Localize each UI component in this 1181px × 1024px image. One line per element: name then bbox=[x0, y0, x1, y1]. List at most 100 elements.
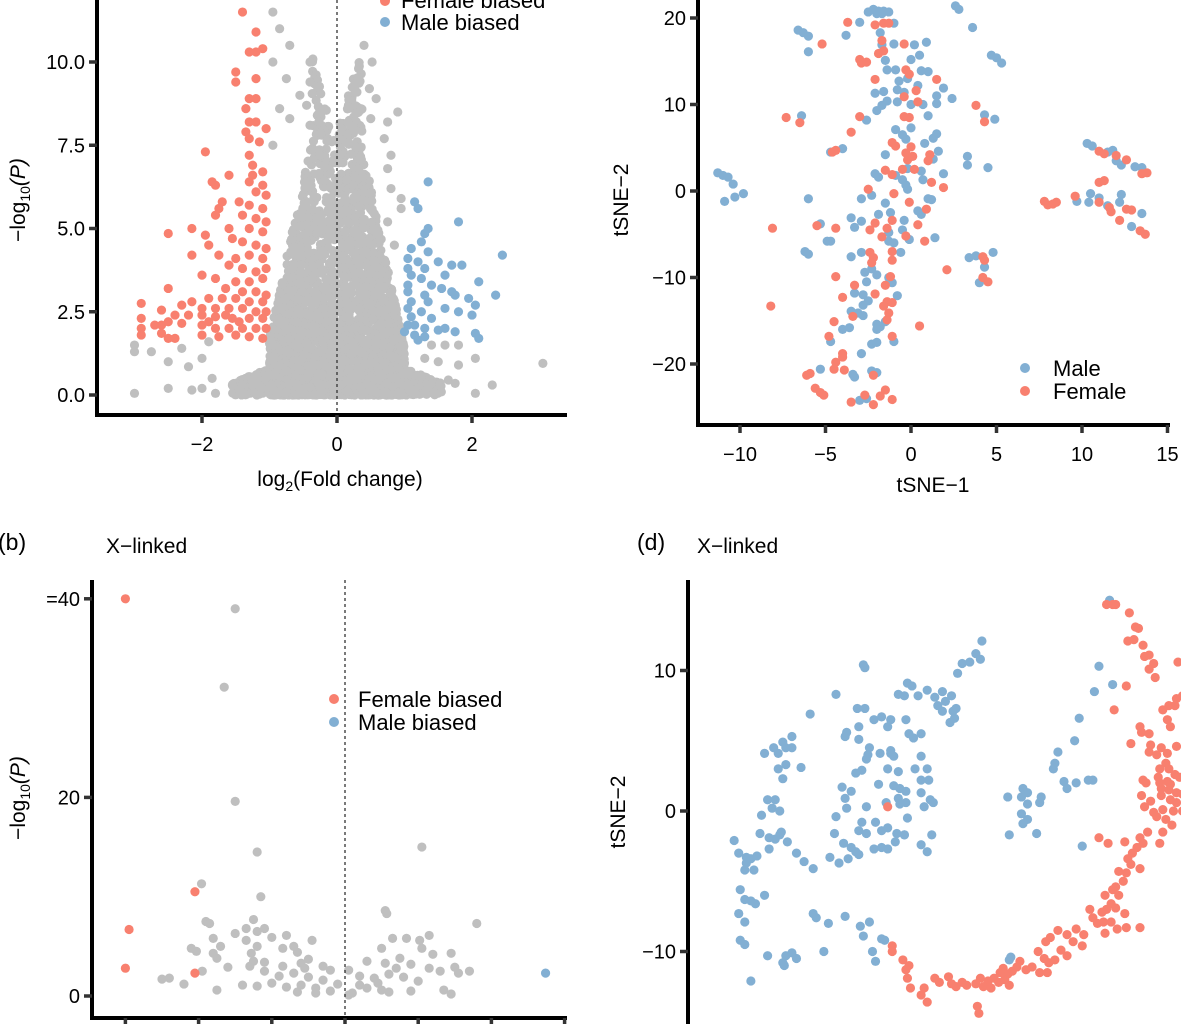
data-point-nonsig bbox=[401, 933, 412, 944]
y-tick-label: 7.5 bbox=[57, 135, 85, 157]
data-point-female bbox=[901, 965, 911, 975]
data-point-female bbox=[884, 308, 894, 318]
panel-a-y-axis-title: −log10(P) bbox=[7, 158, 33, 242]
data-point-female bbox=[241, 104, 251, 114]
data-point-male bbox=[770, 795, 780, 805]
data-point-nonsig bbox=[204, 337, 214, 347]
data-point-female bbox=[251, 240, 261, 250]
data-point-male bbox=[877, 9, 887, 19]
data-point-nonsig bbox=[274, 361, 285, 371]
legend-swatch-male bbox=[380, 17, 390, 27]
data-point-male bbox=[1130, 162, 1140, 172]
data-point-female bbox=[1106, 917, 1116, 927]
data-point-nonsig bbox=[284, 285, 295, 295]
data-point-nonsig bbox=[404, 383, 414, 393]
data-point-male bbox=[869, 844, 879, 854]
data-point-female bbox=[913, 220, 923, 230]
data-point-nonsig bbox=[305, 382, 315, 392]
data-point-nonsig bbox=[439, 985, 449, 995]
data-point-male bbox=[811, 913, 821, 923]
data-point-male bbox=[919, 802, 929, 812]
data-point-nonsig bbox=[314, 108, 324, 119]
data-point-nonsig bbox=[322, 361, 333, 372]
data-point-male bbox=[782, 837, 792, 847]
data-point-female bbox=[767, 223, 778, 233]
data-point-nonsig bbox=[323, 216, 333, 226]
data-point-nonsig bbox=[359, 40, 369, 50]
data-point-male bbox=[971, 251, 981, 261]
data-point-male bbox=[858, 300, 868, 310]
data-point-female bbox=[979, 255, 990, 265]
data-point-male bbox=[957, 658, 967, 669]
data-point-female bbox=[1114, 866, 1124, 877]
data-point-female bbox=[849, 280, 860, 290]
data-point-nonsig bbox=[295, 326, 306, 336]
data-point-nonsig bbox=[281, 387, 291, 398]
y-tick-label: −20 bbox=[652, 354, 686, 376]
data-point-female bbox=[824, 331, 834, 341]
data-point-nonsig bbox=[275, 24, 285, 34]
data-point-nonsig bbox=[470, 353, 480, 363]
data-point-male bbox=[891, 65, 901, 75]
panel-a-x-axis-title: log2(Fold change) bbox=[257, 468, 422, 494]
data-point-male bbox=[889, 751, 899, 761]
data-point-male bbox=[858, 290, 868, 300]
data-point-nonsig bbox=[164, 973, 174, 983]
data-point-male bbox=[873, 172, 884, 182]
data-point-female bbox=[1167, 820, 1177, 830]
data-point-male bbox=[967, 22, 978, 33]
data-point-female bbox=[156, 320, 167, 330]
data-point-female bbox=[258, 273, 268, 284]
data-point-female bbox=[224, 170, 234, 180]
data-point-nonsig bbox=[350, 248, 360, 258]
data-point-male bbox=[735, 885, 745, 895]
data-point-nonsig bbox=[259, 957, 270, 967]
data-point-female bbox=[930, 973, 940, 983]
data-point-male bbox=[837, 782, 847, 792]
data-point-nonsig bbox=[356, 154, 366, 165]
data-point-nonsig bbox=[146, 347, 156, 357]
legend-label-male: Male biased bbox=[401, 10, 520, 35]
data-point-male bbox=[808, 864, 818, 874]
data-point-male bbox=[781, 760, 791, 770]
data-point-male bbox=[778, 774, 788, 784]
data-point-nonsig bbox=[196, 879, 207, 889]
data-point-nonsig bbox=[325, 965, 335, 975]
data-point-female bbox=[248, 160, 258, 170]
data-point-female bbox=[887, 394, 897, 405]
data-point-male bbox=[851, 768, 861, 778]
data-point-female bbox=[805, 368, 815, 379]
data-point-nonsig bbox=[424, 930, 434, 941]
data-point-male bbox=[1126, 221, 1137, 232]
data-point-male bbox=[1004, 955, 1014, 965]
data-point-nonsig bbox=[281, 930, 292, 941]
data-point-nonsig bbox=[426, 340, 437, 350]
data-point-female bbox=[781, 112, 791, 123]
data-point-male bbox=[962, 151, 973, 161]
data-point-nonsig bbox=[343, 117, 353, 128]
data-point-female bbox=[1139, 802, 1150, 812]
panel-b-legend: Female biased Male biased bbox=[329, 687, 502, 735]
panel-b-volcano-xlinked: (b) X−linked 0 20 =40 −log10(P) Female bia… bbox=[0, 529, 567, 1024]
data-point-male bbox=[880, 150, 890, 160]
data-point-male bbox=[857, 817, 867, 827]
data-point-nonsig bbox=[367, 57, 377, 67]
data-point-male bbox=[916, 729, 926, 739]
data-point-female bbox=[1111, 599, 1121, 610]
data-point-female bbox=[902, 973, 913, 983]
data-point-male bbox=[467, 310, 477, 320]
panel-a-points bbox=[129, 7, 548, 400]
data-point-nonsig bbox=[356, 143, 366, 153]
data-point-nonsig bbox=[353, 239, 363, 249]
data-point-female bbox=[1033, 946, 1043, 957]
data-point-male bbox=[825, 852, 835, 862]
data-point-female bbox=[237, 7, 248, 17]
data-point-male bbox=[926, 195, 937, 205]
data-point-female bbox=[197, 330, 207, 340]
data-point-nonsig bbox=[316, 89, 326, 99]
data-point-female bbox=[1156, 790, 1166, 801]
legend-label-female: Female bbox=[1053, 379, 1126, 404]
data-point-nonsig bbox=[347, 82, 357, 92]
data-point-male bbox=[464, 293, 474, 304]
data-point-female bbox=[1098, 917, 1109, 927]
